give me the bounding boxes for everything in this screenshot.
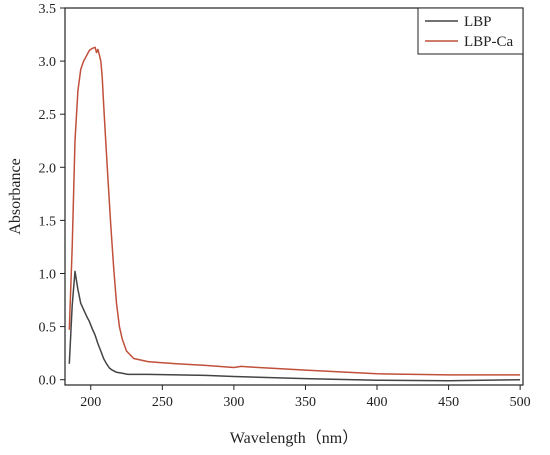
y-tick-label: 1.0 <box>39 267 57 282</box>
y-tick-label: 0.5 <box>39 321 57 336</box>
legend-label-0: LBP <box>464 14 492 30</box>
y-tick-label: 2.0 <box>39 161 57 176</box>
x-axis-title: Wavelength（nm） <box>230 429 358 447</box>
plot-frame <box>64 7 524 386</box>
x-tick-label: 500 <box>510 395 531 410</box>
y-axis: 0.0 0.5 1.0 1.5 2.0 2.5 3.0 3.5 <box>39 2 65 389</box>
y-tick-label: 1.5 <box>39 214 57 229</box>
y-tick-label: 0.0 <box>39 374 57 389</box>
x-tick-label: 300 <box>223 395 244 410</box>
y-tick-label: 3.5 <box>39 2 57 17</box>
series-line-1 <box>68 46 521 376</box>
series-layer <box>68 46 521 382</box>
legend-label-1: LBP-Ca <box>464 34 514 50</box>
y-axis-title: Absorbance <box>7 158 24 234</box>
x-tick-label: 200 <box>80 395 101 410</box>
legend: LBP LBP-Ca <box>417 7 524 55</box>
x-axis: 200 250 300 350 400 450 500 <box>80 385 531 410</box>
x-tick-label: 450 <box>438 395 459 410</box>
series-line-0 <box>68 270 521 382</box>
legend-box <box>417 7 524 55</box>
x-tick-label: 350 <box>295 395 316 410</box>
x-tick-label: 250 <box>152 395 173 410</box>
y-tick-label: 2.5 <box>39 108 57 123</box>
x-tick-label: 400 <box>367 395 388 410</box>
y-tick-label: 3.0 <box>39 55 57 70</box>
